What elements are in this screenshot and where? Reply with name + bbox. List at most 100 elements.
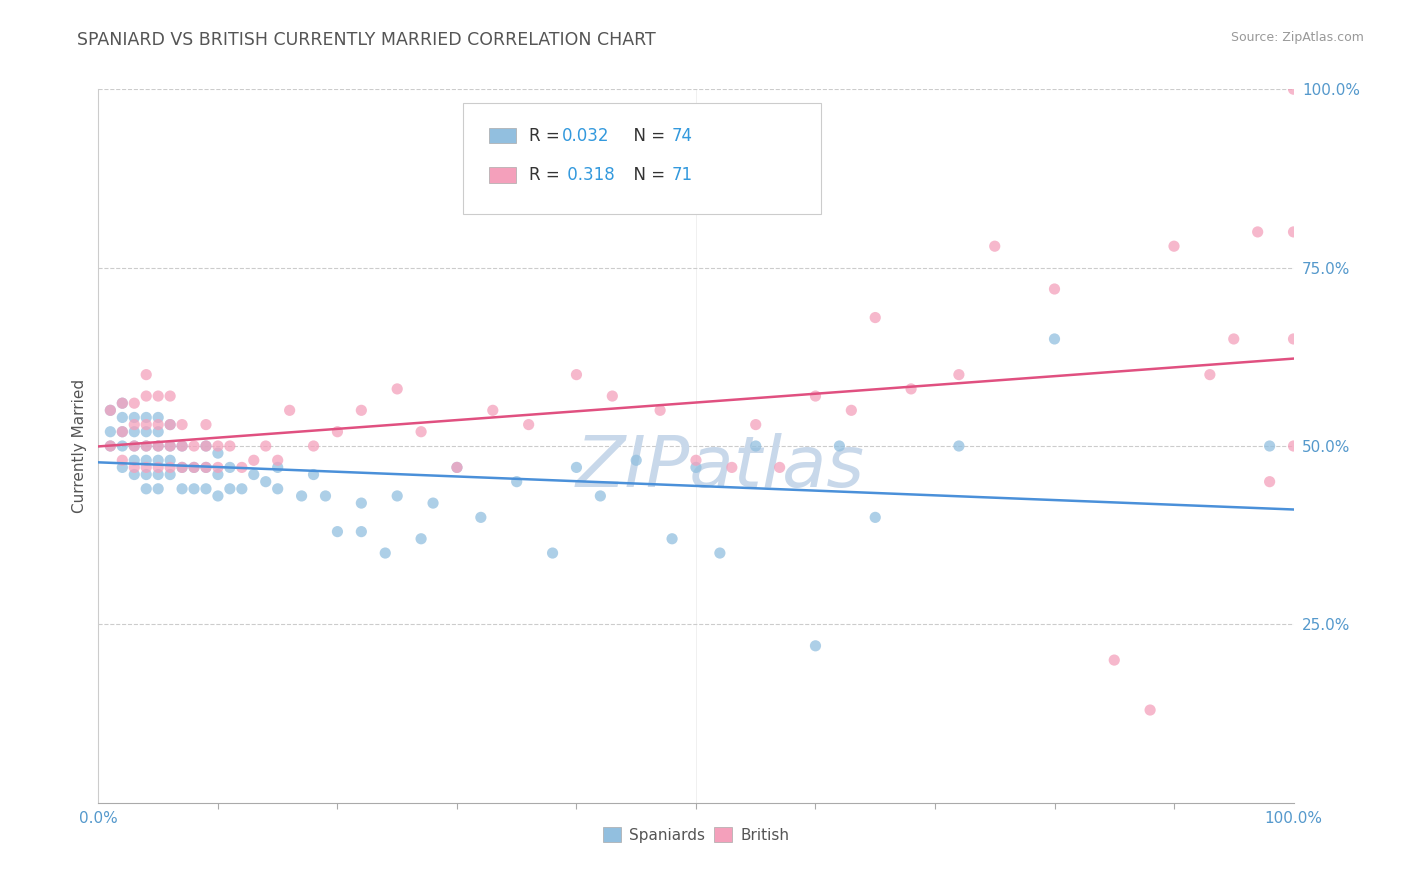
Point bbox=[124, 439, 146, 453]
Point bbox=[315, 489, 337, 503]
Point bbox=[148, 453, 170, 467]
Point bbox=[768, 460, 790, 475]
Point bbox=[124, 425, 146, 439]
Point bbox=[124, 453, 146, 467]
Point bbox=[589, 489, 612, 503]
Point bbox=[148, 460, 170, 475]
Point bbox=[1223, 332, 1246, 346]
Point bbox=[111, 410, 134, 425]
Point bbox=[219, 439, 242, 453]
Point bbox=[111, 396, 134, 410]
Point bbox=[721, 460, 744, 475]
Text: 0.318: 0.318 bbox=[562, 166, 614, 184]
Point bbox=[135, 439, 157, 453]
Text: 71: 71 bbox=[672, 166, 693, 184]
Point bbox=[1163, 239, 1185, 253]
Point bbox=[446, 460, 468, 475]
Point bbox=[709, 546, 731, 560]
Point bbox=[111, 439, 134, 453]
Point bbox=[135, 460, 157, 475]
Point bbox=[159, 467, 181, 482]
Point bbox=[207, 439, 229, 453]
Point bbox=[1282, 82, 1305, 96]
Point bbox=[470, 510, 492, 524]
Point bbox=[135, 368, 157, 382]
Point bbox=[1258, 475, 1281, 489]
Point bbox=[1282, 225, 1305, 239]
Point bbox=[111, 453, 134, 467]
Point bbox=[231, 460, 253, 475]
Point bbox=[411, 532, 433, 546]
Point bbox=[183, 439, 205, 453]
Point bbox=[900, 382, 922, 396]
Text: N =: N = bbox=[623, 166, 671, 184]
Point bbox=[135, 467, 157, 482]
Point bbox=[183, 482, 205, 496]
Point bbox=[159, 417, 181, 432]
Point bbox=[291, 489, 314, 503]
Text: 0.032: 0.032 bbox=[562, 127, 610, 145]
Point bbox=[219, 460, 242, 475]
Point bbox=[385, 489, 409, 503]
Point bbox=[243, 467, 266, 482]
Point bbox=[481, 403, 505, 417]
Point bbox=[124, 439, 146, 453]
Point bbox=[135, 417, 157, 432]
Legend: Spaniards, British: Spaniards, British bbox=[596, 821, 796, 848]
Point bbox=[159, 439, 181, 453]
Point bbox=[124, 396, 146, 410]
Point bbox=[135, 410, 157, 425]
Text: 74: 74 bbox=[672, 127, 693, 145]
Point bbox=[828, 439, 851, 453]
Point bbox=[865, 310, 887, 325]
Point bbox=[1199, 368, 1222, 382]
Point bbox=[183, 460, 205, 475]
Point bbox=[565, 460, 588, 475]
Point bbox=[148, 389, 170, 403]
Point bbox=[302, 467, 325, 482]
Point bbox=[326, 425, 349, 439]
Point bbox=[207, 460, 229, 475]
Point bbox=[1043, 282, 1066, 296]
Point bbox=[1282, 439, 1305, 453]
Y-axis label: Currently Married: Currently Married bbox=[72, 379, 87, 513]
Point bbox=[148, 439, 170, 453]
Point bbox=[804, 639, 827, 653]
Point bbox=[148, 439, 170, 453]
Point bbox=[172, 417, 194, 432]
Point bbox=[685, 460, 707, 475]
Text: R =: R = bbox=[529, 166, 565, 184]
Point bbox=[1043, 332, 1066, 346]
Point bbox=[948, 368, 970, 382]
Point bbox=[124, 467, 146, 482]
Point bbox=[517, 417, 540, 432]
Point bbox=[159, 460, 181, 475]
Point bbox=[172, 460, 194, 475]
Point bbox=[745, 439, 768, 453]
Point bbox=[135, 439, 157, 453]
Point bbox=[148, 410, 170, 425]
Point bbox=[350, 496, 373, 510]
Point bbox=[135, 453, 157, 467]
Point bbox=[1258, 439, 1281, 453]
Point bbox=[1139, 703, 1161, 717]
Point bbox=[195, 460, 218, 475]
Point bbox=[648, 403, 672, 417]
Point bbox=[159, 453, 181, 467]
Point bbox=[135, 482, 157, 496]
Point bbox=[1104, 653, 1126, 667]
Point bbox=[254, 475, 277, 489]
Point bbox=[98, 439, 122, 453]
Point bbox=[135, 389, 157, 403]
Point bbox=[172, 439, 194, 453]
Point bbox=[124, 410, 146, 425]
Point bbox=[124, 417, 146, 432]
Point bbox=[841, 403, 863, 417]
Point bbox=[326, 524, 349, 539]
Point bbox=[685, 453, 707, 467]
Point bbox=[984, 239, 1007, 253]
Point bbox=[195, 439, 218, 453]
Point bbox=[159, 417, 181, 432]
Point bbox=[219, 482, 242, 496]
Point bbox=[602, 389, 624, 403]
